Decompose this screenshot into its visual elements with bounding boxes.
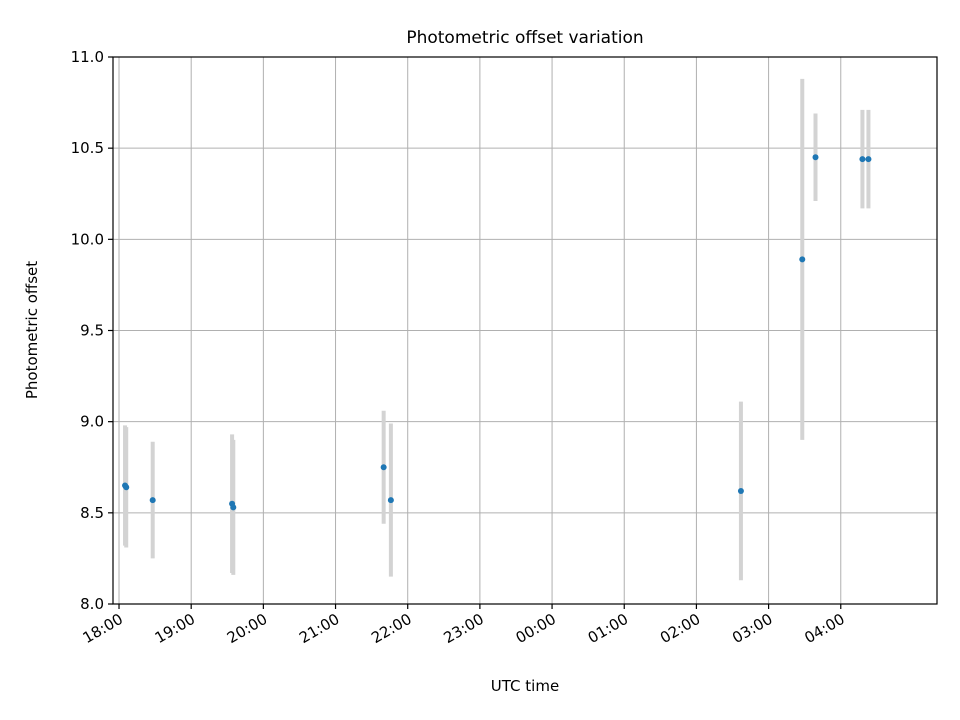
data-point [230,504,237,511]
y-tick-label: 9.0 [80,413,104,431]
data-point [812,154,819,161]
y-axis: 8.0 8.5 9.0 9.5 10.0 10.5 11.0 [71,48,113,613]
y-axis-label: Photometric offset [23,261,41,399]
data-point [387,497,394,504]
chart-title: Photometric offset variation [406,28,643,48]
data-point [149,497,156,504]
y-tick-label: 10.0 [71,230,104,248]
y-tick-label: 8.5 [80,504,104,522]
data-point [380,464,387,471]
data-point [859,156,866,163]
data-point [123,484,130,491]
data-point [865,156,872,163]
data-point [737,487,744,494]
y-tick-label: 8.0 [80,595,104,613]
data-points [122,154,872,511]
y-tick-label: 10.5 [71,139,104,157]
data-point [799,256,806,263]
y-tick-label: 9.5 [80,322,104,340]
grid [113,56,937,605]
y-tick-label: 11.0 [71,48,104,66]
x-axis-label: UTC time [491,677,559,695]
